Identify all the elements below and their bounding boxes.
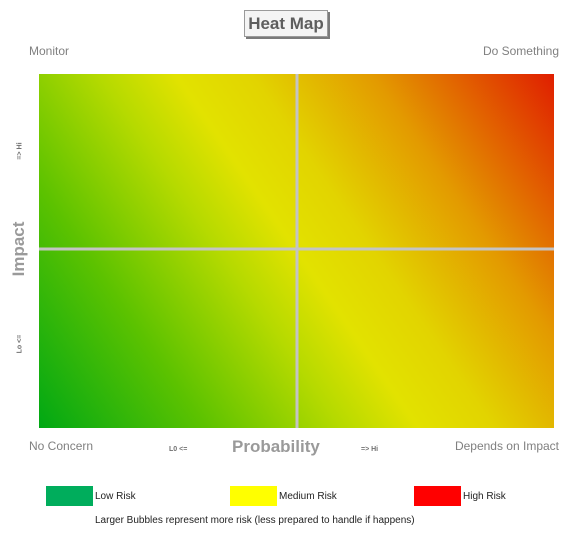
y-tick-lo: Lo <= <box>16 334 24 354</box>
legend-item-medium-risk: Medium Risk <box>230 486 337 506</box>
quadrant-label-top-right: Do Something <box>482 44 559 58</box>
heatmap-plot-area <box>39 74 554 428</box>
legend-item-high-risk: High Risk <box>414 486 506 506</box>
legend-note: Larger Bubbles represent more risk (less… <box>95 515 415 526</box>
y-axis-label: Impact <box>9 221 28 277</box>
quadrant-label-bottom-left: No Concern <box>29 439 94 453</box>
legend-label-medium-risk: Medium Risk <box>279 490 337 502</box>
legend-swatch-low-risk <box>46 486 93 506</box>
x-tick-lo: L0 <= <box>169 446 188 453</box>
legend-swatch-high-risk <box>414 486 461 506</box>
legend-label-low-risk: Low Risk <box>95 490 136 502</box>
legend-label-high-risk: High Risk <box>463 490 506 502</box>
y-tick-hi: => Hi <box>16 142 24 160</box>
legend-item-low-risk: Low Risk <box>46 486 136 506</box>
heatmap-svg <box>39 74 554 428</box>
legend-swatch-medium-risk <box>230 486 277 506</box>
quadrant-label-top-left: Monitor <box>29 44 70 58</box>
quadrant-label-bottom-right: Depends on Impact <box>454 439 559 453</box>
x-tick-hi: => Hi <box>361 446 379 453</box>
x-axis-label: Probability <box>232 437 320 456</box>
chart-title: Heat Map <box>244 10 328 37</box>
